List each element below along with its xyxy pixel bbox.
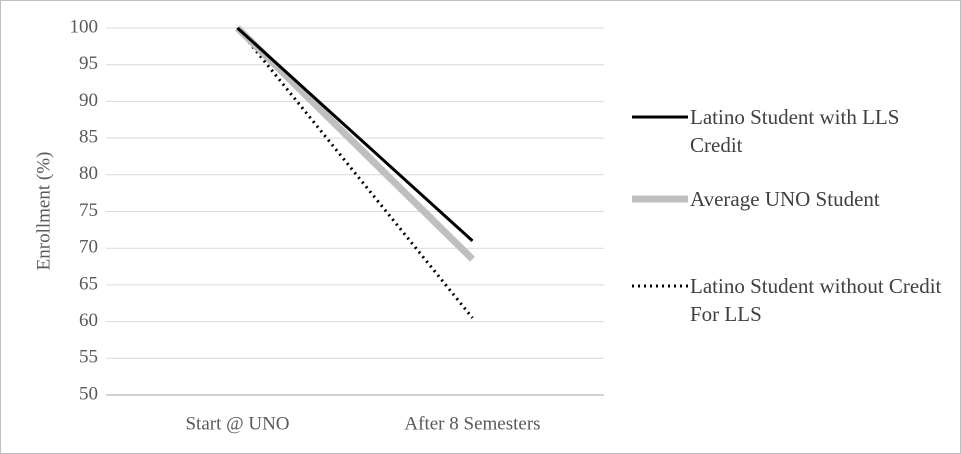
- legend-label: Latino Student with LLS Credit: [690, 105, 900, 157]
- y-tick-label: 85: [79, 126, 98, 147]
- legend-item: Latino Student with LLS Credit: [632, 103, 950, 159]
- y-tick-label: 50: [79, 383, 98, 404]
- series-line: [236, 26, 474, 242]
- y-tick-label: 75: [79, 200, 98, 221]
- y-tick-label: 95: [79, 53, 98, 74]
- y-tick-label: 70: [79, 237, 98, 258]
- legend-swatch: [632, 115, 688, 119]
- y-tick-label: 55: [79, 347, 98, 368]
- legend-item: Average UNO Student: [632, 185, 950, 213]
- y-axis-title: Enrollment (%): [33, 152, 54, 271]
- legend-swatch: [632, 284, 688, 288]
- series-line: [235, 25, 475, 262]
- legend-item: Latino Student without Credit For LLS: [632, 272, 950, 328]
- y-tick-label: 60: [79, 310, 98, 331]
- y-tick-label: 90: [79, 90, 98, 111]
- y-tick-label: 80: [79, 163, 98, 184]
- x-tick-label: After 8 Semesters: [404, 413, 540, 434]
- legend-swatch: [632, 195, 688, 203]
- y-tick-label: 100: [70, 16, 99, 37]
- x-tick-label: Start @ UNO: [185, 413, 289, 434]
- series-line: [236, 27, 474, 319]
- legend-label: Average UNO Student: [690, 187, 880, 211]
- y-tick-label: 65: [79, 273, 98, 294]
- legend-label: Latino Student without Credit For LLS: [690, 274, 942, 326]
